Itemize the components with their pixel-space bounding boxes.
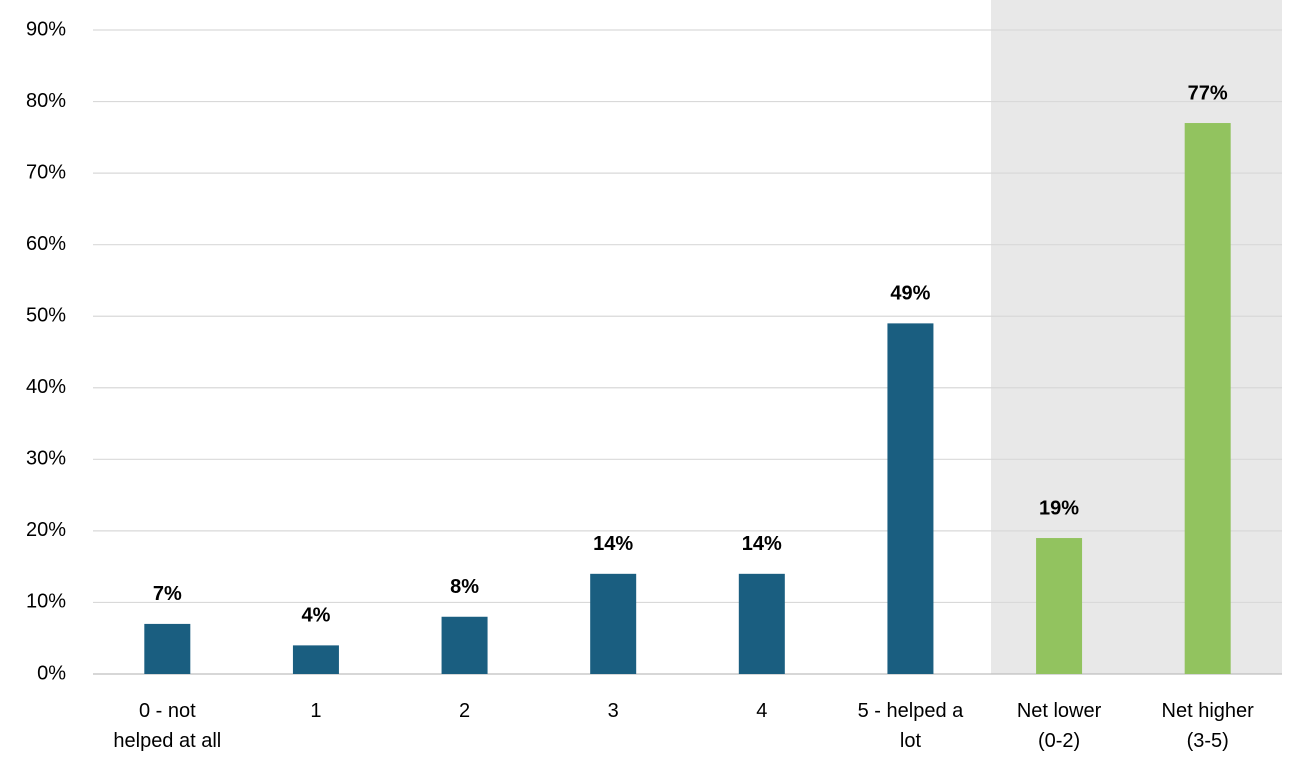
x-tick-label: 1 — [310, 700, 322, 722]
bar — [590, 573, 637, 674]
x-tick-label: 5 - helped a lot — [857, 700, 964, 752]
x-tick-label: Net lower (0-2) — [1016, 700, 1102, 752]
x-tick-label: 2 — [459, 700, 471, 722]
x-tick-label: 4 — [756, 700, 768, 722]
y-tick-label: 0% — [37, 662, 66, 684]
y-tick-label: 80% — [26, 90, 66, 112]
y-tick-label: 60% — [26, 233, 66, 255]
value-label: 7% — [153, 583, 182, 605]
y-tick-label: 70% — [26, 161, 66, 183]
value-label: 77% — [1188, 82, 1228, 104]
y-tick-label: 90% — [26, 18, 66, 40]
y-tick-label: 50% — [26, 305, 66, 327]
bar — [441, 616, 488, 674]
y-tick-label: 10% — [26, 591, 66, 613]
x-tick-label: 0 - not helped at all — [113, 700, 222, 752]
y-tick-label: 20% — [26, 519, 66, 541]
value-label: 49% — [890, 283, 930, 305]
value-label: 14% — [742, 533, 782, 555]
bar — [144, 623, 191, 674]
x-tick-label: Net higher (3-5) — [1161, 700, 1254, 752]
bar — [292, 645, 339, 674]
bar — [738, 573, 785, 674]
value-label: 8% — [450, 576, 479, 598]
value-label: 14% — [593, 533, 633, 555]
y-tick-label: 40% — [26, 376, 66, 398]
value-label: 4% — [301, 605, 330, 627]
x-tick-label: 3 — [607, 700, 619, 722]
y-tick-label: 30% — [26, 448, 66, 470]
value-label: 19% — [1039, 497, 1079, 519]
bar — [887, 323, 934, 674]
bar — [1036, 538, 1083, 674]
bar — [1184, 123, 1231, 675]
